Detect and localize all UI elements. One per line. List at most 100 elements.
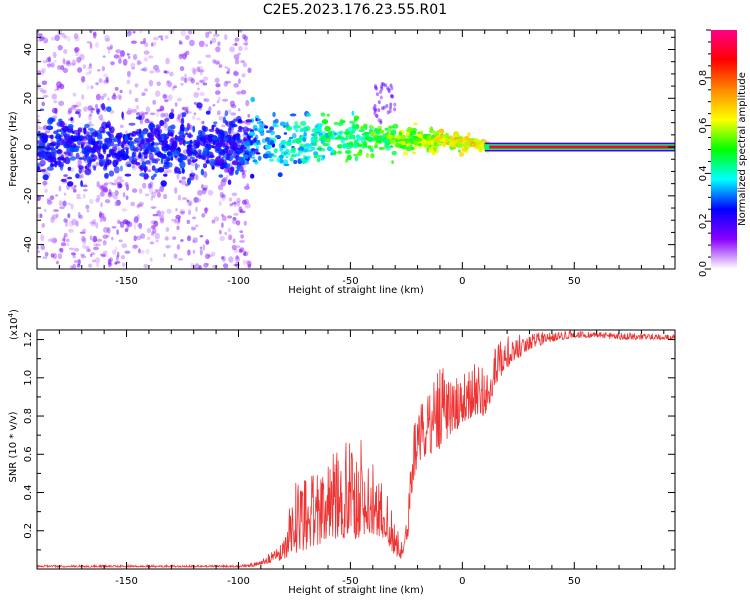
spectrogram-cell bbox=[272, 120, 277, 123]
spectrogram-cell bbox=[140, 233, 146, 239]
spectrogram-cell bbox=[43, 182, 46, 187]
spectrogram-cell bbox=[165, 79, 172, 87]
spectrogram-cell bbox=[64, 221, 68, 227]
spectrogram-cell bbox=[66, 139, 73, 147]
spectrogram-cell bbox=[121, 153, 128, 161]
spectrogram-cell bbox=[122, 58, 128, 66]
spectrogram-cell bbox=[192, 216, 197, 220]
spectrogram-cell bbox=[51, 214, 58, 220]
spectrogram-cell bbox=[194, 162, 198, 171]
spectrogram-cell bbox=[324, 125, 331, 132]
spectrogram-cell bbox=[325, 137, 331, 143]
spectrogram-cell bbox=[148, 122, 156, 131]
spectrogram-cell bbox=[60, 132, 68, 136]
spectrogram-cell bbox=[257, 155, 262, 161]
spectrogram-cell bbox=[100, 118, 105, 122]
spectrogram-cell bbox=[68, 151, 73, 157]
spectrogram-cell bbox=[90, 222, 97, 227]
spectrogram-cell bbox=[102, 188, 108, 193]
spectrogram-cell bbox=[150, 206, 157, 209]
spectrogram-cell bbox=[221, 193, 226, 199]
spectrogram-cell bbox=[177, 217, 181, 223]
spectrogram-cell bbox=[63, 58, 66, 65]
spectrogram-cell bbox=[74, 146, 80, 152]
spectrogram-cell bbox=[67, 213, 71, 219]
spectrogram-cell bbox=[173, 85, 178, 89]
spectrogram-cell bbox=[285, 155, 289, 159]
spectrogram-cell bbox=[430, 139, 434, 145]
spectrogram-cell bbox=[253, 137, 257, 143]
spectrogram-cell bbox=[105, 38, 110, 42]
spectrogram-cell bbox=[294, 121, 299, 126]
spectrogram-cell bbox=[215, 33, 220, 37]
spectrogram-cell bbox=[317, 145, 323, 152]
spectrogram-cell bbox=[143, 263, 149, 269]
spectrogram-cell bbox=[333, 121, 339, 126]
spectrogram-cell bbox=[209, 158, 216, 167]
spectrogram-cell bbox=[108, 262, 113, 266]
spectrogram-cell bbox=[247, 67, 252, 74]
spectrogram-cell bbox=[458, 138, 463, 143]
spectrogram-cell bbox=[231, 160, 239, 166]
spectrogram-cell bbox=[393, 107, 397, 112]
spectrogram-cell bbox=[53, 100, 58, 104]
spectrogram-cell bbox=[202, 163, 208, 169]
spectrogram-cell bbox=[90, 85, 94, 89]
spectrogram-cell bbox=[316, 157, 321, 163]
spectrogram-cell bbox=[153, 146, 160, 154]
spectrogram-cell bbox=[197, 189, 203, 196]
spectrogram-cell bbox=[82, 64, 87, 70]
spectrogram-cell bbox=[199, 79, 205, 84]
spectrogram-cell bbox=[116, 229, 119, 236]
spectrogram-cell bbox=[89, 113, 93, 117]
spectrogram-cell bbox=[393, 102, 397, 107]
spectrogram-cell bbox=[81, 143, 84, 150]
spectrogram-cell bbox=[216, 110, 221, 116]
spectrogram-cell bbox=[155, 68, 161, 73]
spectrogram-cell bbox=[202, 244, 206, 251]
spectrogram-cell bbox=[224, 231, 227, 236]
spectrogram-cell bbox=[190, 169, 193, 174]
spectrogram-cell bbox=[300, 158, 304, 161]
spectrogram-cell bbox=[37, 213, 42, 219]
spectrogram-cell bbox=[232, 144, 237, 152]
spectrogram-cell bbox=[88, 114, 92, 121]
spectrogram-cell bbox=[221, 222, 224, 229]
spectrogram-cell bbox=[96, 181, 100, 188]
spectrogram-cell bbox=[194, 263, 200, 269]
spectrogram-cell bbox=[143, 112, 149, 115]
spectrogram-cell bbox=[132, 54, 138, 60]
spectrogram-cell bbox=[126, 110, 132, 115]
spectrogram-cell bbox=[187, 76, 194, 82]
spectrogram-cell bbox=[374, 84, 377, 89]
spectrogram-cell bbox=[221, 195, 226, 201]
spectrogram-cell bbox=[111, 94, 117, 100]
spectrogram-cell bbox=[147, 144, 151, 150]
spectrogram-cell bbox=[240, 89, 247, 95]
spectrogram-cell bbox=[416, 133, 423, 138]
spectrogram-xtick-label: 0 bbox=[459, 276, 465, 287]
spectrogram-cell bbox=[186, 134, 194, 138]
spectrogram-cell bbox=[77, 159, 82, 166]
spectrogram-cell bbox=[97, 153, 103, 157]
spectrogram-cell bbox=[125, 148, 129, 156]
spectrogram-cell bbox=[152, 36, 159, 41]
spectrogram-cell bbox=[473, 138, 480, 143]
spectrogram-cell bbox=[126, 79, 131, 85]
spectrogram-ytick-label: -40 bbox=[23, 236, 34, 252]
spectrogram-cell bbox=[119, 221, 125, 228]
spectrogram-cell bbox=[244, 160, 248, 165]
spectrogram-cell bbox=[351, 110, 355, 116]
spectrogram-cell bbox=[148, 120, 154, 124]
spectrogram-cell bbox=[224, 66, 229, 69]
spectrogram-cell bbox=[102, 147, 106, 153]
spectrogram-cell bbox=[211, 136, 219, 141]
spectrogram-cell bbox=[37, 119, 40, 123]
spectrogram-cell bbox=[397, 135, 401, 140]
spectrogram-cell bbox=[92, 259, 96, 263]
spectrogram-cell bbox=[128, 132, 133, 136]
spectrogram-cell bbox=[89, 63, 92, 67]
spectrogram-cell bbox=[154, 158, 161, 162]
spectrogram-cell bbox=[139, 249, 145, 254]
spectrogram-cell bbox=[96, 238, 103, 242]
